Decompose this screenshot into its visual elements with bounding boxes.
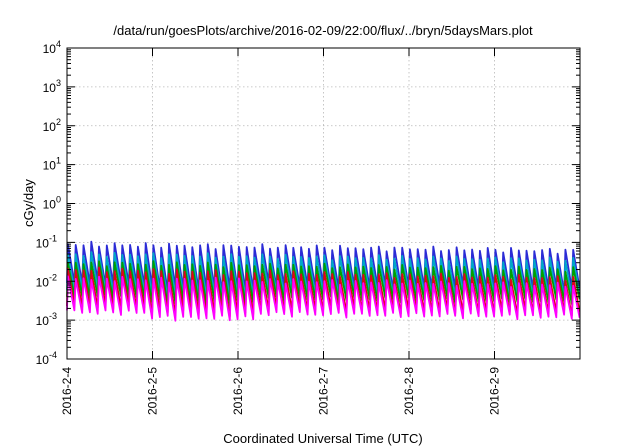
y-tick-label: 10-4 xyxy=(36,350,57,367)
axis-ticks xyxy=(66,47,580,360)
x-tick-label: 2016-2-7 xyxy=(317,367,331,415)
x-tick-label: 2016-2-9 xyxy=(488,367,502,415)
x-tick-labels: 2016-2-4 2016-2-5 2016-2-6 2016-2-7 2016-2-8… xyxy=(60,367,502,415)
y-tick-label: 102 xyxy=(43,117,61,134)
x-tick-label: 2016-2-8 xyxy=(402,367,416,415)
y-axis-label: cGy/day xyxy=(21,179,36,227)
data-series-group xyxy=(66,240,581,322)
y-tick-label: 101 xyxy=(43,156,61,173)
y-tick-label: 104 xyxy=(43,39,61,56)
x-tick-label: 2016-2-6 xyxy=(231,367,245,415)
data-series-line xyxy=(66,275,581,322)
x-tick-label: 2016-2-4 xyxy=(60,367,74,415)
y-tick-label: 10-1 xyxy=(36,233,57,250)
y-tick-label: 10-3 xyxy=(36,311,57,328)
y-tick-labels: 10-4 10-3 10-2 10-1 100 101 102 103 104 xyxy=(36,39,61,367)
y-tick-label: 10-2 xyxy=(36,272,57,289)
x-tick-label: 2016-2-5 xyxy=(146,367,160,415)
y-tick-label: 103 xyxy=(43,78,61,95)
x-axis-label: Coordinated Universal Time (UTC) xyxy=(223,431,422,446)
y-tick-label: 100 xyxy=(43,195,61,212)
chart-title: /data/run/goesPlots/archive/2016-02-09/2… xyxy=(113,23,533,38)
